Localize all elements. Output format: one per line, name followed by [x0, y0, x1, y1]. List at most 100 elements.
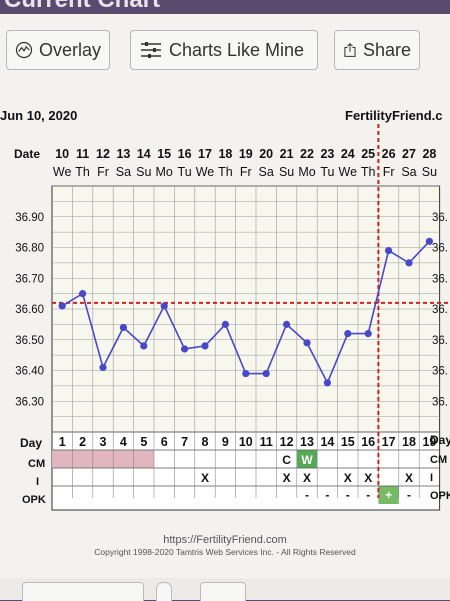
date-tick: 21: [280, 147, 294, 161]
cm-shaded-cell: [92, 450, 114, 468]
date-tick: 15: [157, 147, 171, 161]
temperature-point: [405, 259, 413, 267]
day-tick: 18: [402, 435, 416, 449]
cm-shaded-cell: [52, 450, 73, 468]
share-icon: [344, 42, 356, 57]
day-tick: 10: [239, 435, 253, 449]
cm-row-label: CM: [28, 458, 45, 470]
cm-row-label-right: CM: [430, 454, 447, 466]
weekday-tick: Th: [75, 165, 90, 179]
day-tick: 6: [161, 435, 168, 449]
day-tick: 3: [100, 435, 107, 449]
right-day-label: Day: [430, 433, 450, 447]
i-row-label-right: I: [430, 472, 433, 484]
y-tick-label: 36.80: [15, 243, 44, 255]
bottom-button-center[interactable]: [156, 582, 172, 601]
temperature-point: [221, 320, 229, 328]
temperature-point: [283, 320, 291, 328]
opk-row-label: OPK: [22, 494, 46, 506]
temperature-point: [425, 237, 433, 245]
y-tick-label: 36.90: [15, 212, 44, 224]
y-tick-label: 36.30: [15, 396, 44, 408]
overlay-button[interactable]: Overlay: [6, 30, 110, 70]
temperature-point: [323, 379, 331, 387]
date-tick: 20: [259, 147, 273, 161]
date-tick: 22: [300, 147, 314, 161]
weekday-tick: Su: [279, 165, 294, 179]
temperature-point: [201, 342, 209, 350]
temperature-point: [79, 290, 87, 298]
weekday-tick: Fr: [97, 165, 109, 179]
weekday-tick: Mo: [298, 165, 315, 179]
temperature-point: [58, 302, 66, 310]
day-row-label: Day: [20, 436, 42, 450]
y-tick-label-right: 36.: [432, 212, 448, 224]
site-name: FertilityFriend.c: [345, 108, 443, 123]
date-tick: 27: [402, 147, 416, 161]
y-tick-label: 36.60: [15, 304, 44, 316]
temperature-point: [140, 342, 148, 350]
temperature-point: [364, 330, 372, 338]
share-label: Share: [362, 39, 411, 60]
date-tick: 24: [341, 147, 355, 161]
opk-mark: -: [305, 488, 309, 502]
temperature-point: [303, 339, 311, 347]
overlay-label: Overlay: [38, 39, 101, 60]
rows-panel: [51, 431, 441, 511]
bottom-toolbar: [0, 578, 450, 601]
weekday-tick: Sa: [259, 165, 274, 179]
date-tick: 17: [198, 147, 212, 161]
footer-url[interactable]: https://FertilityFriend.com: [163, 534, 287, 546]
y-tick-label: 36.40: [15, 366, 44, 378]
temperature-point: [344, 330, 352, 338]
opk-mark: -: [366, 488, 370, 502]
date-tick: 16: [178, 147, 192, 161]
y-tick-label-right: 36.: [432, 396, 448, 408]
cm-mark: C: [282, 453, 291, 467]
bottom-button-right[interactable]: [200, 582, 246, 601]
date-tick: 23: [320, 147, 334, 161]
chart-start-date: Jun 10, 2020: [0, 108, 78, 123]
weekday-tick: Tu: [178, 165, 192, 179]
date-tick: 25: [361, 147, 375, 161]
sliders-icon: [141, 42, 161, 58]
date-tick: 19: [239, 147, 253, 161]
temperature-point: [181, 345, 189, 353]
day-tick: 12: [280, 435, 294, 449]
charts-like-mine-button[interactable]: Charts Like Mine: [130, 30, 318, 70]
intercourse-mark: X: [201, 471, 209, 485]
weekday-tick: Mo: [156, 165, 173, 179]
y-tick-label-right: 36.: [432, 243, 448, 255]
charts-like-mine-label: Charts Like Mine: [169, 39, 305, 60]
weekday-tick: We: [339, 165, 358, 179]
day-tick: 17: [382, 435, 396, 449]
day-tick: 13: [300, 435, 314, 449]
weekday-tick: Su: [136, 165, 151, 179]
weekday-tick: Sa: [116, 165, 131, 179]
y-tick-label: 36.50: [15, 335, 44, 347]
intercourse-mark: X: [303, 471, 311, 485]
weekday-tick: We: [196, 165, 215, 179]
cm-w-cell: [296, 450, 318, 468]
overlay-icon: [15, 41, 33, 59]
intercourse-mark: X: [405, 471, 413, 485]
cm-shaded-cell: [133, 450, 154, 468]
date-tick: 13: [116, 147, 130, 161]
chart-page: Overlay Charts Like Mine Share Jun 10, 2…: [0, 14, 450, 601]
day-tick: 16: [361, 435, 375, 449]
weekday-tick: Th: [218, 165, 233, 179]
temperature-point: [119, 323, 127, 332]
temperature-point: [242, 369, 250, 378]
share-button[interactable]: Share: [334, 30, 420, 70]
opk-mark: -: [407, 488, 411, 502]
date-tick: 12: [96, 147, 110, 161]
weekday-tick: Su: [422, 165, 437, 179]
weekday-tick: Tu: [320, 165, 334, 179]
bottom-button-left[interactable]: [22, 582, 144, 601]
weekday-tick: Fr: [383, 165, 395, 179]
y-tick-label-right: 36.: [432, 273, 448, 285]
date-row-label: Date: [14, 147, 40, 161]
day-tick: 5: [140, 435, 147, 449]
page-title: Current Chart: [0, 0, 450, 16]
